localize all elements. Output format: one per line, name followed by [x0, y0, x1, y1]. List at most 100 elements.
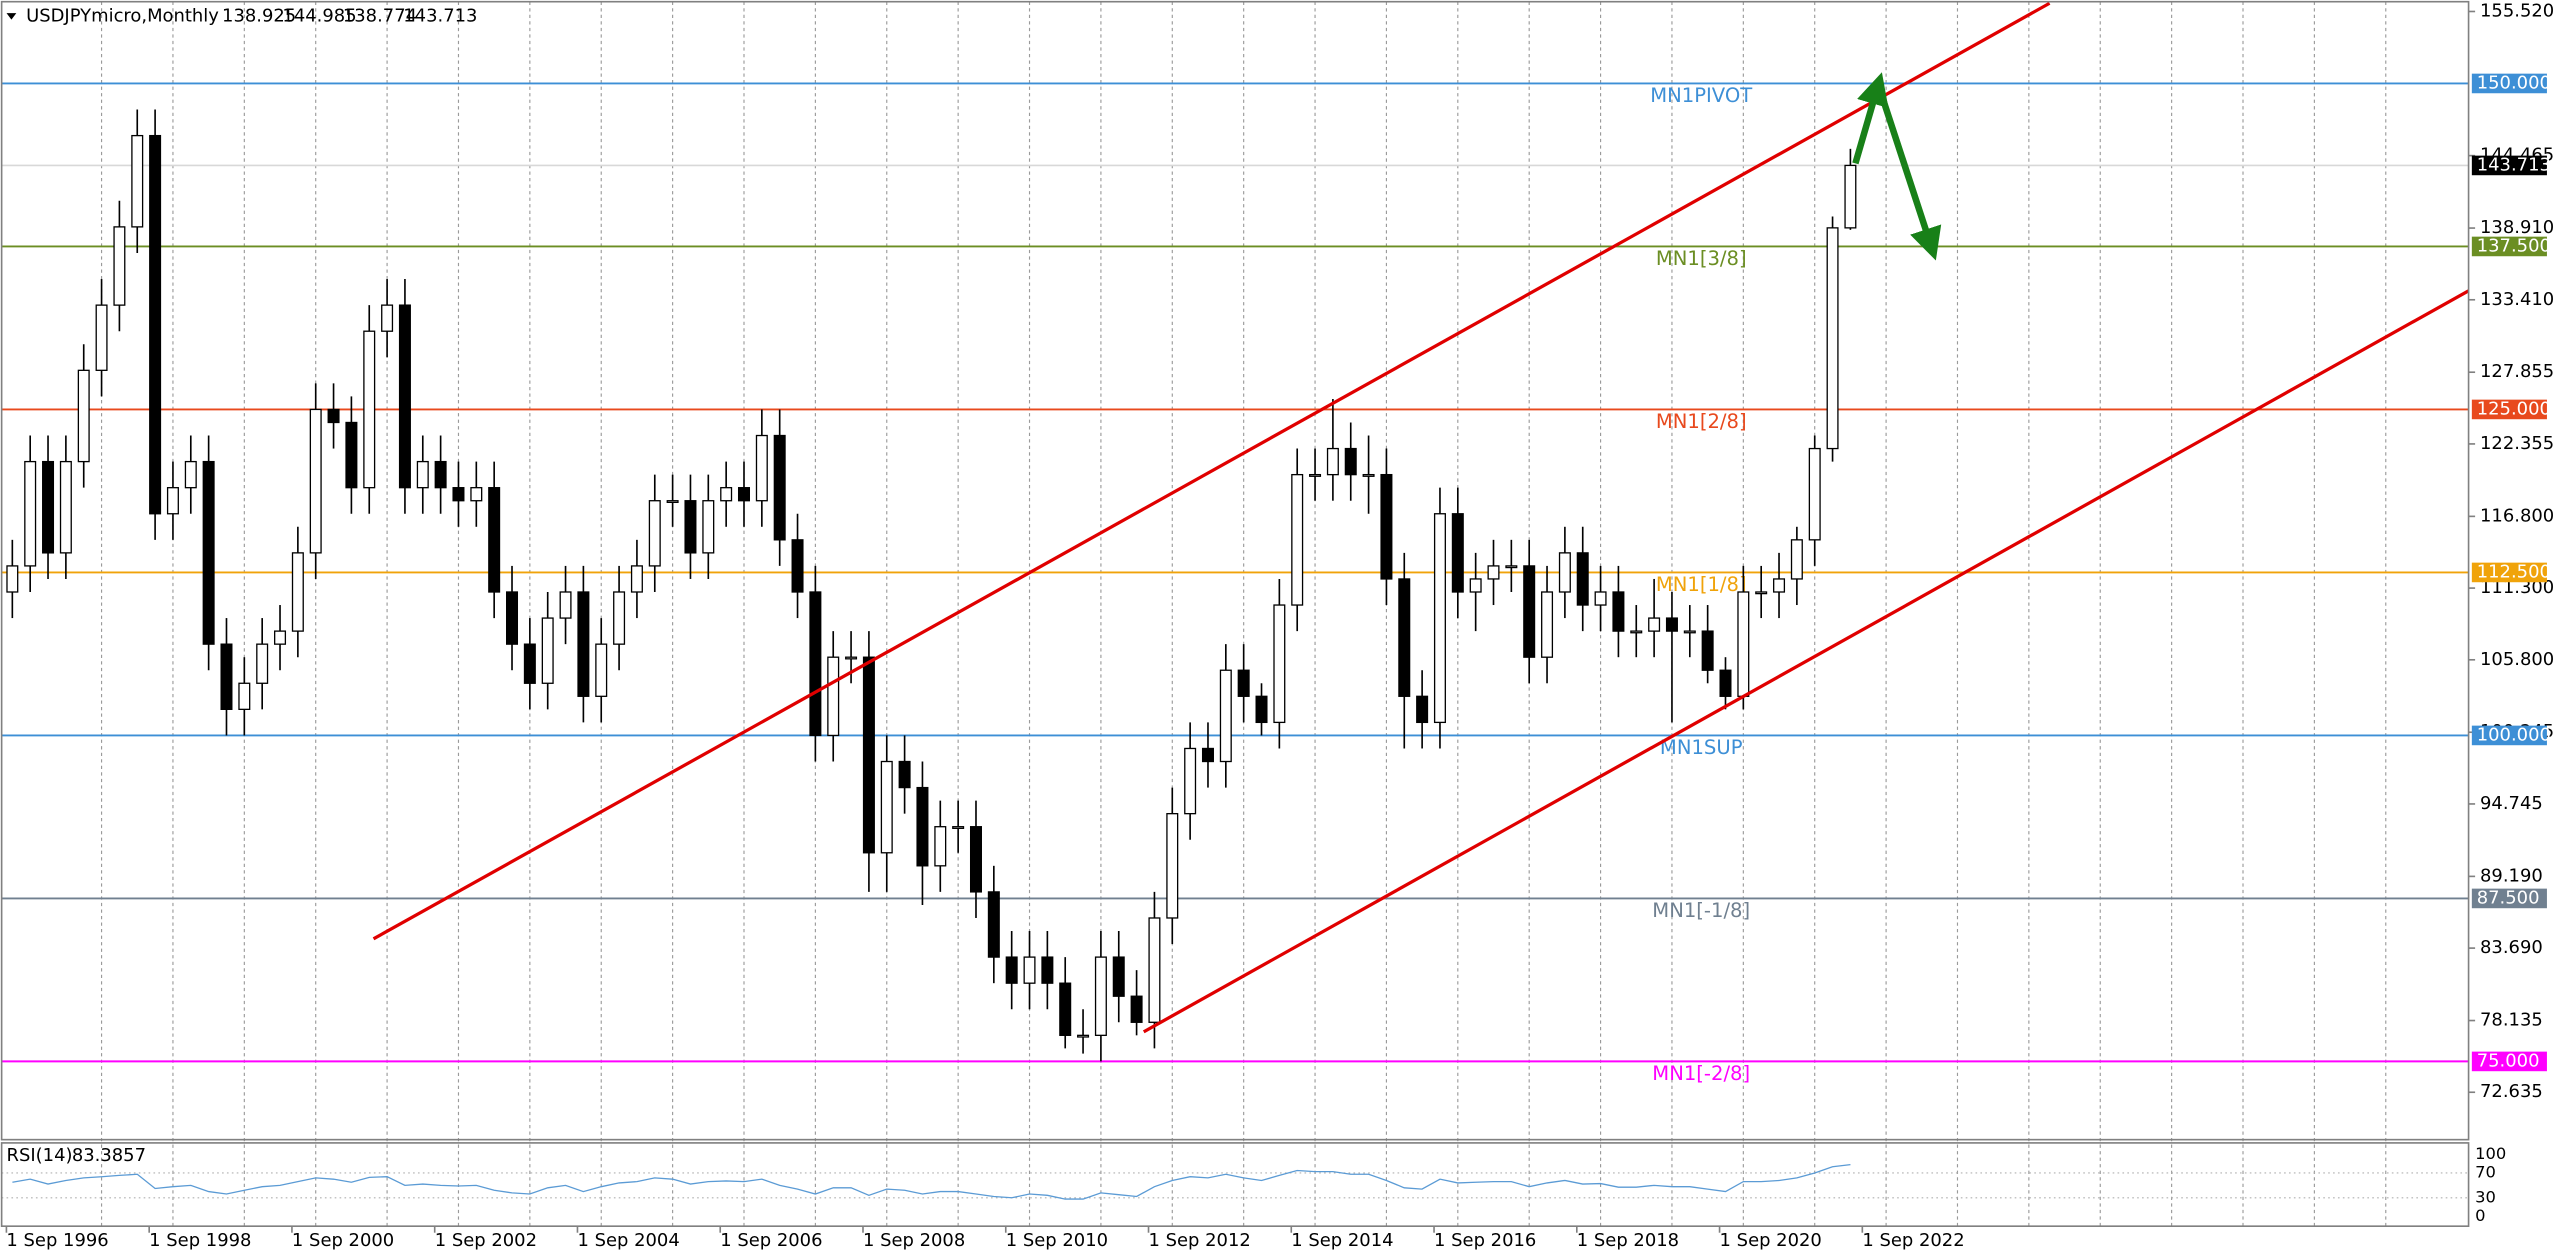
candle-body [809, 591, 822, 737]
candle-body [952, 826, 965, 829]
candle-body [1041, 956, 1054, 984]
candle-body [1094, 956, 1107, 1036]
candle-body [595, 643, 608, 697]
candle-body [1594, 591, 1607, 606]
trend-line [372, 1, 2051, 941]
candle-body [1469, 578, 1482, 593]
candle-body [1737, 591, 1750, 697]
level-box [2471, 888, 2547, 909]
level-value-label: 87.500 [2477, 887, 2540, 908]
level-name: MN1[-1/8] [1652, 899, 1750, 922]
candle-body [149, 134, 162, 515]
candle-body [987, 891, 1000, 958]
candle-body [1184, 747, 1197, 815]
candle-body [1416, 695, 1429, 724]
candle-body [434, 460, 447, 489]
candle-body [1826, 227, 1839, 450]
forecast-arrow [1875, 83, 1942, 261]
x-tick-label: 1 Sep 2010 [1006, 1230, 1108, 1251]
candle-body [1112, 956, 1125, 997]
candle-body [1648, 617, 1661, 632]
level-name: MN1[-2/8] [1652, 1062, 1750, 1085]
candle-body [309, 408, 322, 554]
x-tick-label: 1 Sep 2002 [435, 1230, 537, 1251]
plot-layer: MN1PIVOT MN1[3/8] MN1[2/8] MN1[1/8] MN1SUP MN… [1, 1, 2470, 1200]
candle-body [1451, 513, 1464, 593]
level-value-label: 125.000 [2477, 398, 2551, 419]
candle-body [345, 421, 358, 489]
candle-body [327, 408, 340, 424]
level-name: MN1[2/8] [1656, 410, 1747, 433]
candle-body [1755, 591, 1768, 595]
rsi-tick-label: 0 [2475, 1206, 2485, 1225]
candle-body [1612, 591, 1625, 632]
grid-layer [1, 1, 2469, 1227]
candle-body [862, 656, 875, 854]
candle-body [291, 552, 304, 632]
x-tick-label: 1 Sep 2022 [1862, 1230, 1964, 1251]
y-tick-label: 127.855 [2480, 361, 2554, 382]
candle-body [1166, 813, 1179, 919]
candle-body [969, 826, 982, 893]
current-price-box [2471, 155, 2547, 176]
candle-body [880, 760, 893, 854]
candle-body [541, 617, 554, 684]
y-tick-label: 122.355 [2480, 433, 2554, 454]
candle-body [113, 226, 126, 306]
candle-body [1201, 747, 1214, 763]
level-box [2471, 399, 2547, 420]
rsi-frame [0, 1142, 2470, 1227]
level-value-label: 75.000 [2477, 1050, 2540, 1071]
candle-body [1148, 917, 1161, 1023]
x-tick-label: 1 Sep 2004 [577, 1230, 679, 1251]
level-value-label: 150.000 [2477, 72, 2551, 93]
candle-body [1398, 578, 1411, 697]
candle-body [184, 460, 197, 489]
level-name: MN1[1/8] [1656, 573, 1747, 596]
header-high: 144.985 [282, 5, 356, 26]
trend-line [1142, 289, 2470, 1034]
y-tick-label: 94.745 [2480, 793, 2543, 814]
x-tick-label: 1 Sep 2006 [720, 1230, 822, 1251]
candle-body [166, 487, 179, 515]
candle-body [1344, 447, 1357, 476]
candle-body [1130, 995, 1143, 1023]
candle-body [827, 656, 840, 737]
candle-body [1790, 539, 1803, 580]
candle-body [452, 487, 465, 502]
y-tick-label: 133.410 [2480, 289, 2554, 310]
header-low: 138.774 [343, 5, 417, 26]
x-tick-label: 1 Sep 1998 [149, 1230, 251, 1251]
candle-body [131, 134, 144, 228]
menu-triangle [6, 13, 17, 20]
level-name: MN1SUP [1660, 736, 1743, 759]
y-tick-label: 116.800 [2480, 505, 2554, 526]
rsi-value: 83.3857 [72, 1145, 146, 1166]
candle-body [416, 460, 429, 489]
candle-body [630, 565, 643, 593]
candle-body [684, 500, 697, 554]
candle-body [488, 487, 501, 593]
candle-body [1255, 695, 1268, 724]
candle-body [1077, 1034, 1090, 1038]
candle-body [755, 434, 768, 502]
candle-body [1701, 630, 1714, 671]
candle-body [1326, 447, 1339, 476]
candle-body [363, 330, 376, 489]
candle-body [470, 487, 483, 502]
rsi-line [12, 1163, 1851, 1200]
candle-body [381, 304, 394, 332]
candle-body [1380, 473, 1393, 580]
candle-body [1773, 578, 1786, 593]
candle-body [577, 591, 590, 697]
x-tick-label: 1 Sep 2014 [1291, 1230, 1393, 1251]
y-tick-label: 78.135 [2480, 1010, 2543, 1031]
x-tick-label: 1 Sep 2020 [1720, 1230, 1822, 1251]
candle-body [256, 643, 269, 684]
candle-body [398, 304, 411, 489]
candle-body [1683, 630, 1696, 634]
candle-body [1523, 565, 1536, 658]
candle-body [1541, 591, 1554, 658]
